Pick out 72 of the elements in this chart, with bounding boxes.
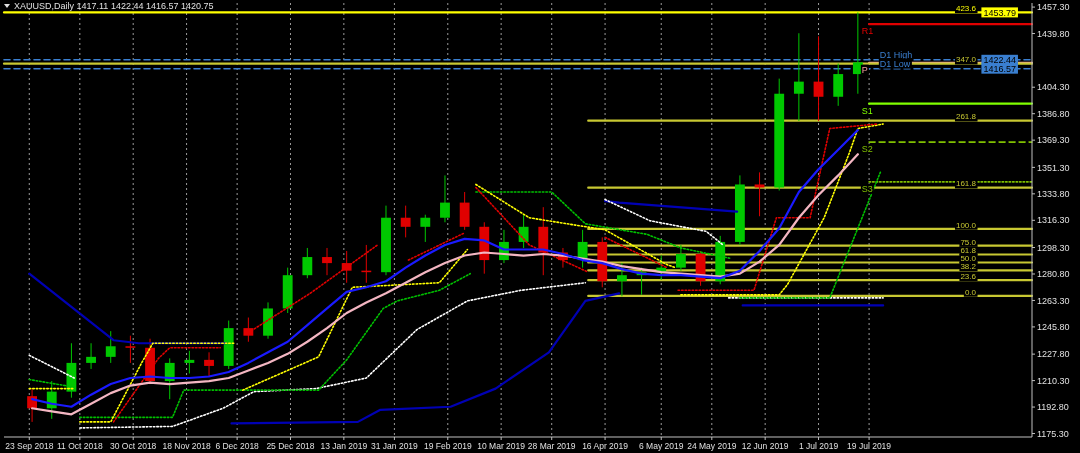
candlestick [204,351,214,378]
y-tick-label: 1263.30 [1037,295,1070,306]
y-tick-label: 1210.30 [1037,375,1070,386]
series-label: 347.0 [955,55,977,65]
candlestick [400,205,411,238]
y-tick-label: 1192.80 [1037,402,1069,413]
x-tick-label: 24 May 2019 [687,441,737,451]
candlestick [322,247,332,276]
x-tick-label: 31 Jan 2019 [371,441,419,451]
candlestick [617,262,627,297]
x-tick-label: 16 Apr 2019 [582,441,629,451]
candlestick [675,244,686,272]
candlestick [86,342,96,370]
series-label: S2 [861,144,873,155]
series-label: 161.8 [955,179,977,189]
candlestick [184,350,195,374]
annotation: 1422.44 [983,54,1016,65]
series-label: 423.6 [955,4,977,14]
series-label: 100.0 [955,220,977,230]
candlestick [125,335,136,364]
series-label: S1 [861,105,873,116]
candlestick [105,330,116,364]
series-label: 75.0 [960,237,977,247]
x-tick-label: 25 Dec 2018 [266,441,315,451]
y-tick-label: 1227.80 [1037,349,1070,360]
y-tick-label: 1298.30 [1037,242,1070,253]
x-tick-label: 10 Mar 2019 [477,441,526,451]
y-tick-label: 1404.30 [1037,82,1070,93]
candlestick [164,357,175,400]
candlestick [833,62,844,107]
y-tick-label: 1175.30 [1037,428,1069,439]
y-tick-label: 1245.80 [1037,322,1070,333]
y-tick-label: 1280.80 [1037,269,1070,280]
x-tick-label: 12 Jun 2019 [741,441,789,451]
series-label: P [861,64,868,75]
annotation: 1453.79 [983,7,1016,18]
annotation: 1416.57 [983,63,1016,74]
x-tick-label: 1 Jul 2019 [798,441,839,451]
candlestick [302,247,313,279]
x-tick-label: 19 Jul 2019 [847,441,892,451]
x-tick-label: 6 Dec 2018 [215,441,260,451]
series-label: 261.8 [955,112,977,122]
series-label: 50.0 [960,254,977,264]
series-label: 61.8 [960,246,977,256]
x-tick-label: 18 Nov 2018 [162,441,211,451]
y-tick-label: 1439.80 [1037,28,1070,39]
series-label: 38.2 [960,262,977,272]
x-tick-label: 23 Sep 2018 [5,441,54,451]
y-tick-label: 1316.30 [1037,215,1070,226]
candlestick [518,214,529,249]
x-tick-label: 28 Mar 2019 [527,441,576,451]
y-tick-label: 1369.30 [1037,135,1070,146]
candlestick [793,32,804,122]
candlestick [420,214,431,243]
y-tick-label: 1351.30 [1037,162,1070,173]
chart-title: XAUUSD,Daily 1417.11 1422.44 1416.57 1420.75 [14,1,214,11]
x-tick-label: 19 Feb 2019 [423,441,472,451]
x-tick-label: 6 May 2019 [639,441,684,451]
x-tick-label: 30 Oct 2018 [110,441,157,451]
y-tick-label: 1457.30 [1037,2,1070,13]
candlestick [440,174,450,223]
y-tick-label: 1333.80 [1037,188,1070,199]
series-label: R1 [861,26,874,37]
candlestick [754,171,765,217]
x-tick-label: 11 Oct 2018 [56,441,103,451]
series-label: S3 [861,183,873,194]
candlestick [813,35,824,122]
series-label: 0.0 [964,287,977,297]
candlestick [243,317,254,343]
x-tick-label: 13 Jan 2019 [320,441,368,451]
series-label: 23.6 [960,271,977,281]
y-tick-label: 1386.80 [1037,108,1070,119]
